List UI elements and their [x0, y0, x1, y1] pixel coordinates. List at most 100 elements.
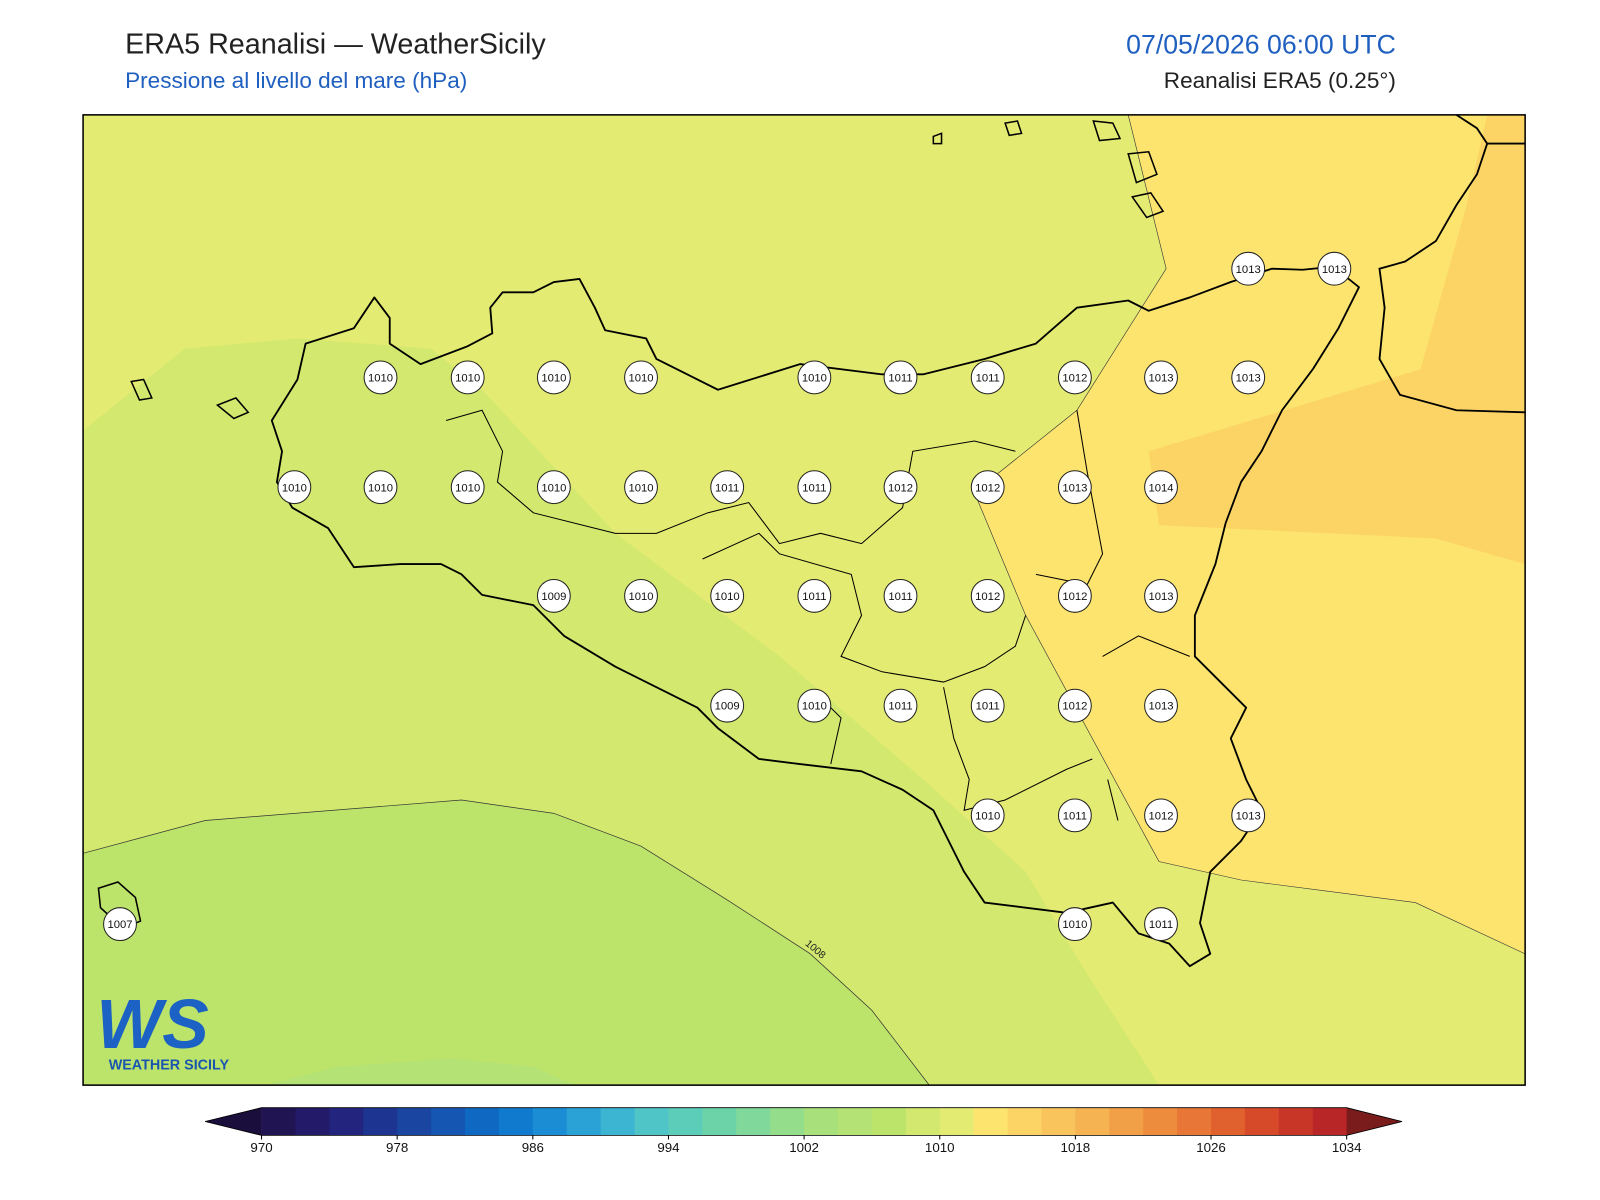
station-value: 1010 — [455, 482, 480, 494]
station-marker — [797, 688, 832, 723]
title: ERA5 Reanalisi — WeatherSicily — [125, 28, 546, 60]
colorbar-tick-label: 1018 — [1061, 1140, 1091, 1155]
station-value: 1010 — [802, 373, 827, 385]
colorbar-segment — [838, 1107, 873, 1136]
field-1014 — [1148, 114, 1526, 565]
station-marker — [1057, 578, 1092, 613]
station-value: 1010 — [975, 810, 1000, 822]
station-marker — [536, 360, 571, 395]
station-value: 1012 — [975, 591, 1000, 603]
station-value: 1010 — [628, 591, 653, 603]
station-value: 1012 — [1062, 701, 1087, 713]
colorbar-segment — [261, 1107, 296, 1136]
station-value: 1011 — [1149, 919, 1173, 931]
colorbar-segment — [363, 1107, 398, 1136]
station-value: 1012 — [888, 482, 913, 494]
station-marker — [710, 470, 745, 505]
colorbar-segment — [600, 1107, 636, 1136]
station-value: 1013 — [1236, 264, 1261, 276]
station-marker — [1231, 360, 1266, 395]
station-value: 1011 — [802, 591, 826, 603]
colorbar-segment — [329, 1107, 364, 1136]
field-1006 — [83, 799, 930, 1086]
station-marker — [1144, 688, 1178, 723]
station-marker — [883, 688, 918, 723]
station-marker — [624, 360, 658, 395]
station-value: 1012 — [1062, 373, 1087, 385]
colorbar-segment — [804, 1107, 839, 1136]
station-marker — [536, 470, 571, 505]
colorbar-segment — [397, 1107, 432, 1136]
colorbar-tick-label: 1010 — [925, 1140, 955, 1155]
calabria-coast — [1378, 142, 1526, 414]
station-marker — [1144, 907, 1178, 942]
colorbar-tick-label: 994 — [657, 1140, 680, 1155]
station-value: 1013 — [1148, 373, 1173, 385]
colorbar-segment — [1075, 1107, 1110, 1136]
station-marker — [624, 578, 658, 613]
logo: WS WEATHER SICILY — [96, 985, 229, 1074]
station-value: 1010 — [628, 482, 653, 494]
station-marker — [1057, 688, 1092, 723]
station-marker — [1057, 907, 1092, 942]
island — [97, 120, 1165, 930]
station-marker — [1057, 360, 1092, 395]
station-value: 1012 — [975, 482, 1000, 494]
colorbar-over — [1346, 1107, 1403, 1136]
station-marker — [883, 470, 918, 505]
source: Reanalisi ERA5 (0.25°) — [1164, 68, 1396, 93]
station-value: 1013 — [1322, 264, 1347, 276]
station-value: 1011 — [976, 701, 1000, 713]
station-value: 1009 — [541, 591, 566, 603]
calabria-coast — [1455, 114, 1488, 145]
colorbar-segment — [566, 1107, 602, 1136]
colorbar-segment — [634, 1107, 669, 1136]
colorbar-segment — [431, 1107, 466, 1136]
colorbar: 970 978 986 994 1002 1010 1018 1026 1034 — [205, 1107, 1403, 1155]
logo-name: WEATHER SICILY — [109, 1058, 230, 1074]
colorbar-segment — [532, 1107, 568, 1136]
station-value: 1013 — [1148, 591, 1173, 603]
station-value: 1011 — [976, 373, 1000, 385]
station-marker — [1317, 251, 1352, 286]
station-marker — [797, 470, 832, 505]
station-value: 1011 — [802, 482, 826, 494]
station-marker — [450, 360, 485, 395]
station-value: 1012 — [1062, 591, 1087, 603]
colorbar-segment — [871, 1107, 907, 1136]
colorbar-tick-label: 970 — [250, 1140, 272, 1155]
colorbar-segment — [1244, 1107, 1280, 1136]
station-value: 1010 — [368, 373, 393, 385]
station-marker — [363, 360, 398, 395]
station-marker — [1144, 360, 1178, 395]
colorbar-segment — [736, 1107, 771, 1136]
station-value: 1011 — [888, 701, 912, 713]
colorbar-segment — [1143, 1107, 1178, 1136]
station-marker — [970, 798, 1005, 833]
station-value: 1013 — [1236, 810, 1261, 822]
station-value: 1011 — [715, 482, 739, 494]
station-marker — [797, 578, 832, 613]
colorbar-tick-label: 1002 — [789, 1140, 819, 1155]
colorbar-segment — [1211, 1107, 1246, 1136]
colorbar-segment — [973, 1107, 1009, 1136]
field-1004 — [266, 1058, 575, 1086]
station-marker — [710, 688, 745, 723]
station-value: 1010 — [715, 591, 740, 603]
station-marker — [970, 578, 1005, 613]
station-marker — [103, 907, 137, 942]
station-value: 1013 — [1236, 373, 1261, 385]
isobar — [83, 799, 930, 1086]
station-value: 1010 — [628, 373, 653, 385]
station-marker — [1144, 470, 1178, 505]
station-marker — [1144, 578, 1178, 613]
station-value: 1013 — [1062, 482, 1087, 494]
station-marker — [450, 470, 485, 505]
station-value: 1011 — [888, 591, 912, 603]
station-value: 1010 — [541, 373, 566, 385]
station-marker — [970, 688, 1005, 723]
station-value: 1010 — [368, 482, 393, 494]
province-border — [702, 410, 1190, 821]
